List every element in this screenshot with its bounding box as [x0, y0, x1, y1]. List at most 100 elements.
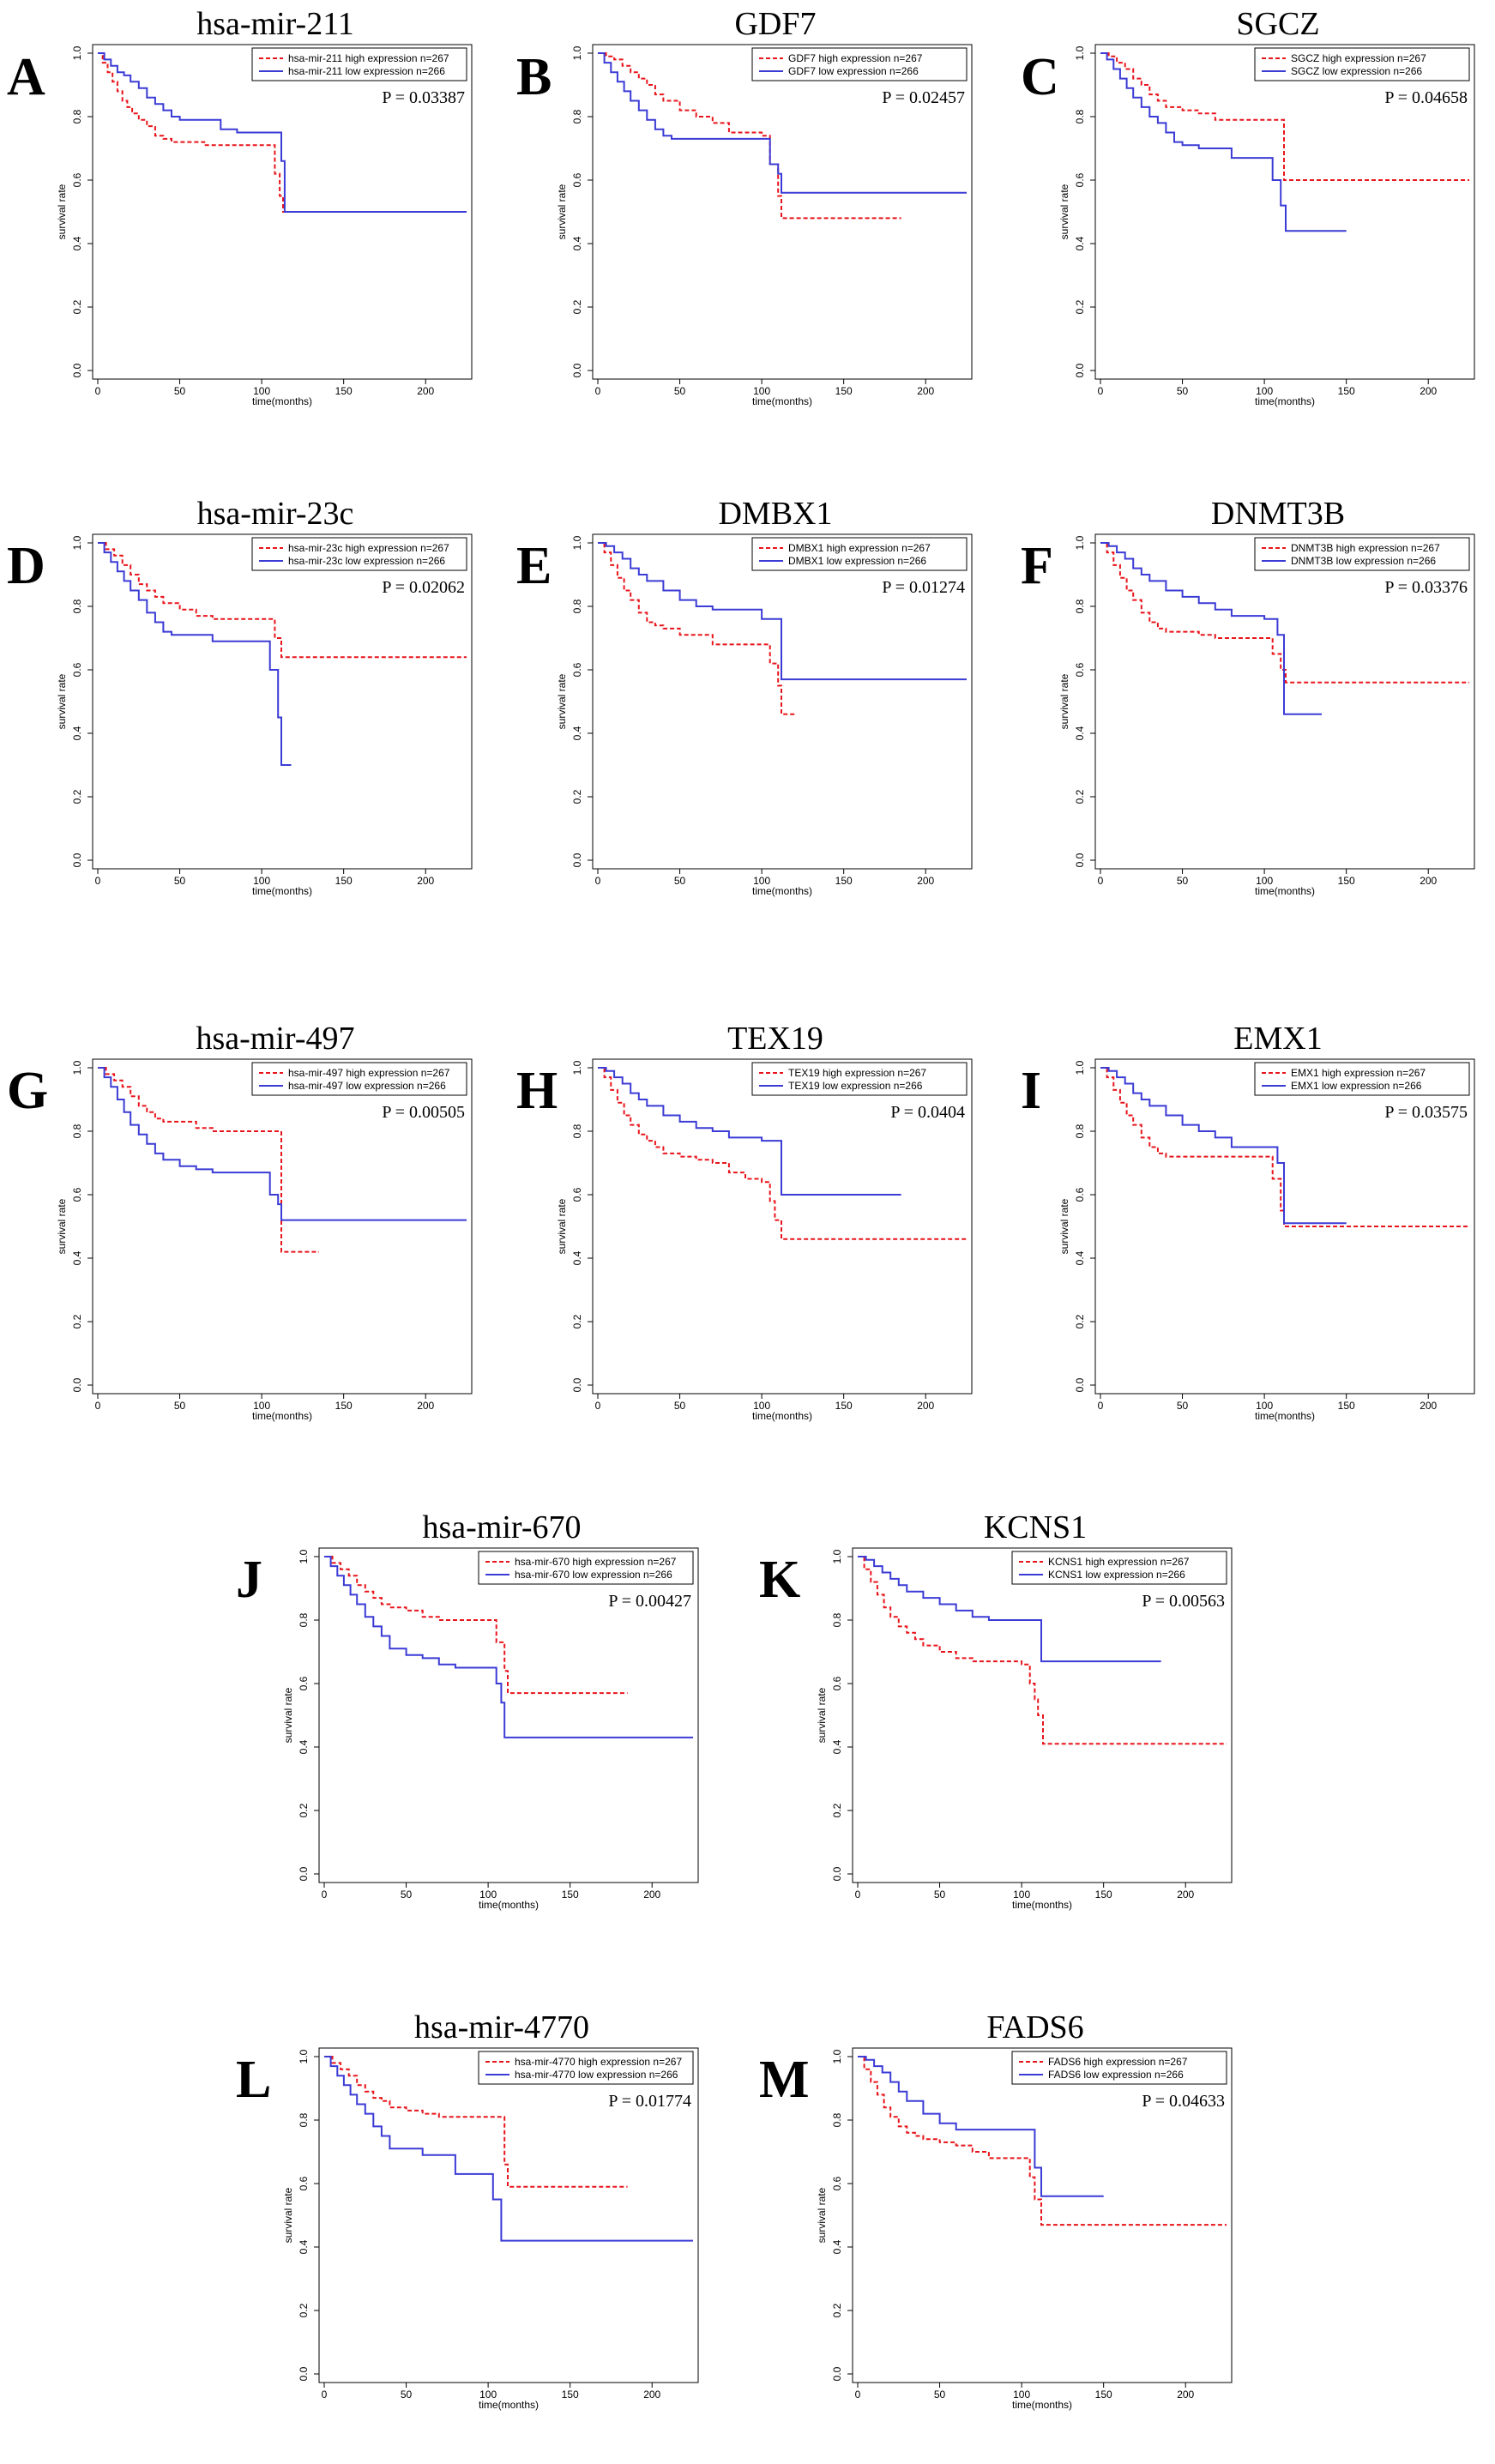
y-tick-label: 0.4 [298, 2239, 310, 2254]
plot-frame [852, 1547, 1233, 1883]
y-tick-label: 0.2 [831, 1803, 843, 1817]
panel-title: hsa-mir-497 [196, 1021, 355, 1057]
y-tick-label: 1.0 [571, 1060, 583, 1075]
y-tick-label: 0.8 [571, 1124, 583, 1138]
panel-title: hsa-mir-4770 [414, 2009, 589, 2045]
panel-letter: F [1021, 537, 1053, 595]
y-axis-label: survival rate [1058, 673, 1070, 729]
panel-letter: H [516, 1062, 558, 1120]
plot-frame [92, 44, 473, 380]
y-tick-label: 0.8 [1074, 1124, 1086, 1138]
p-value: P = 0.01274 [882, 578, 965, 597]
p-value: P = 0.00505 [382, 1103, 465, 1122]
legend-high-label: hsa-mir-23c high expression n=267 [288, 542, 449, 554]
plot-frame [92, 1058, 473, 1395]
legend-high-label: EMX1 high expression n=267 [1291, 1067, 1426, 1079]
y-tick-label: 1.0 [1074, 1060, 1086, 1075]
x-tick-label: 200 [417, 875, 434, 887]
plot-frame [318, 2047, 699, 2383]
x-tick-label: 200 [643, 2389, 660, 2401]
panel-a: hsa-mir-211 A 0.0 0.2 0.4 0.6 0.8 1.0 0 50 100 150 2… [7, 6, 473, 407]
x-tick-label: 50 [174, 385, 186, 397]
high-expression-curve [98, 1067, 319, 1253]
y-tick-label: 0.6 [71, 1187, 83, 1202]
x-tick-label: 0 [95, 385, 101, 397]
y-tick-label: 0.0 [831, 2366, 843, 2381]
plot-frame [592, 44, 973, 380]
x-tick-label: 0 [855, 1889, 861, 1901]
legend-high-label: DMBX1 high expression n=267 [788, 542, 931, 554]
y-tick-label: 0.4 [71, 1250, 83, 1265]
y-axis-label: survival rate [282, 1687, 294, 1743]
x-tick-label: 100 [479, 1889, 497, 1901]
x-tick-label: 200 [1177, 2389, 1194, 2401]
high-expression-curve [598, 542, 795, 715]
y-tick-label: 0.0 [298, 1866, 310, 1881]
x-tick-label: 150 [335, 875, 353, 887]
y-axis-label: survival rate [816, 1687, 828, 1743]
low-expression-curve [1100, 52, 1347, 232]
x-tick-label: 50 [401, 2389, 413, 2401]
y-axis-label: survival rate [556, 1198, 568, 1254]
low-expression-curve [1100, 542, 1322, 715]
panel-title: TEX19 [727, 1021, 823, 1057]
legend-box [1254, 537, 1470, 571]
high-expression-curve [324, 2056, 628, 2188]
y-tick-label: 0.8 [571, 599, 583, 613]
y-tick-label: 1.0 [71, 535, 83, 550]
y-tick-label: 0.2 [298, 1803, 310, 1817]
legend-low-label: KCNS1 low expression n=266 [1048, 1569, 1185, 1581]
y-axis-label: survival rate [56, 1198, 68, 1254]
panel-k: KCNS1 K 0.0 0.2 0.4 0.6 0.8 1.0 0 50 100 150 200 time… [759, 1509, 1233, 1911]
x-tick-label: 150 [1338, 875, 1355, 887]
legend-low-label: TEX19 low expression n=266 [788, 1080, 923, 1092]
x-tick-label: 50 [934, 1889, 946, 1901]
legend-box [1011, 1551, 1227, 1585]
x-tick-label: 200 [1420, 875, 1437, 887]
y-tick-label: 0.0 [1074, 363, 1086, 377]
legend-low-label: FADS6 low expression n=266 [1048, 2069, 1184, 2081]
x-tick-label: 150 [335, 1400, 353, 1412]
y-tick-label: 0.6 [298, 1676, 310, 1690]
y-tick-label: 0.6 [1074, 172, 1086, 187]
legend-high-label: TEX19 high expression n=267 [788, 1067, 926, 1079]
x-tick-label: 200 [1420, 1400, 1437, 1412]
x-tick-label: 100 [253, 875, 270, 887]
panel-title: hsa-mir-211 [196, 6, 354, 42]
y-tick-label: 0.0 [571, 1377, 583, 1392]
y-tick-label: 0.6 [71, 662, 83, 677]
panel-letter: L [236, 2051, 271, 2109]
y-tick-label: 0.0 [71, 1377, 83, 1392]
y-tick-label: 0.0 [571, 363, 583, 377]
legend-box [251, 1062, 467, 1096]
y-tick-label: 1.0 [1074, 535, 1086, 550]
x-tick-label: 200 [917, 385, 934, 397]
legend-low-label: hsa-mir-497 low expression n=266 [288, 1080, 446, 1092]
y-tick-label: 0.2 [1074, 789, 1086, 804]
x-tick-label: 0 [322, 1889, 328, 1901]
plot-frame [1094, 1058, 1475, 1395]
x-axis-label: time(months) [1255, 885, 1315, 897]
x-tick-label: 0 [95, 1400, 101, 1412]
x-axis-label: time(months) [752, 1410, 812, 1422]
low-expression-curve [98, 1067, 467, 1221]
x-axis-label: time(months) [1255, 1410, 1315, 1422]
x-axis-label: time(months) [752, 885, 812, 897]
y-tick-label: 0.6 [571, 662, 583, 677]
y-tick-label: 0.4 [71, 726, 83, 740]
y-tick-label: 0.6 [571, 172, 583, 187]
y-tick-label: 0.0 [831, 1866, 843, 1881]
y-tick-label: 0.0 [1074, 852, 1086, 867]
high-expression-curve [1100, 542, 1469, 684]
p-value: P = 0.00563 [1142, 1592, 1225, 1611]
panel-l: hsa-mir-4770 L 0.0 0.2 0.4 0.6 0.8 1.0 0 50 100 150… [236, 2009, 699, 2411]
plot-frame [1094, 533, 1475, 870]
y-tick-label: 0.8 [1074, 109, 1086, 124]
plot-frame [592, 533, 973, 870]
x-tick-label: 200 [1420, 385, 1437, 397]
x-tick-label: 150 [335, 385, 353, 397]
high-expression-curve [858, 2056, 1227, 2226]
p-value: P = 0.02062 [382, 578, 465, 597]
p-value: P = 0.04658 [1384, 88, 1468, 107]
